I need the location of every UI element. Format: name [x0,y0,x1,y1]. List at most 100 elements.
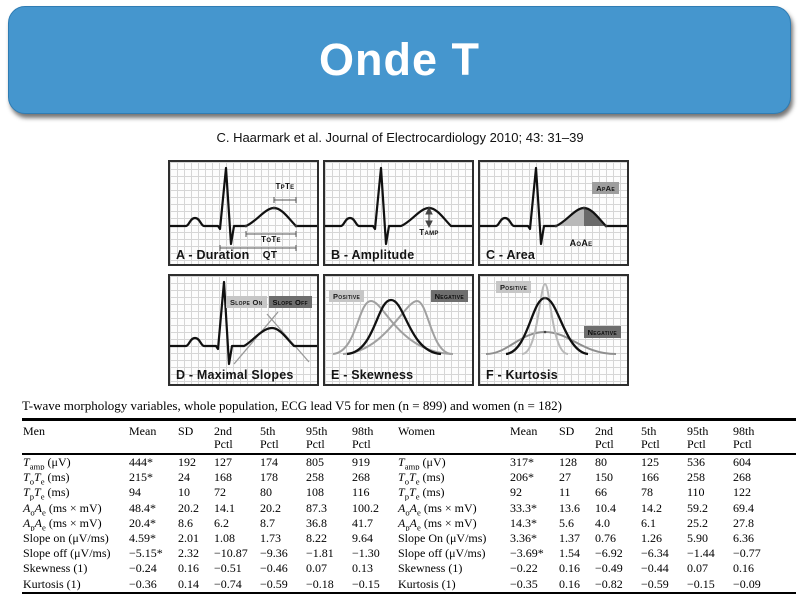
value-cell: 20.2 [260,500,281,515]
tpte-bracket [273,197,297,203]
value-cell: −10.87 [214,546,248,561]
value-cell: 317* [510,455,534,469]
row-label: ToTe (ms) [398,470,445,486]
value-cell: −0.82 [595,576,623,591]
value-cell: 72 [214,485,226,500]
table-row: AoAe (ms × mV) 48.4* 20.2 14.1 20.2 87.3 100.2… [22,501,796,516]
row-label: TpTe (ms) [398,485,445,501]
value-cell: 9.64 [352,531,373,546]
value-cell: 20.4* [129,515,156,530]
negative-chip: Negative [583,326,621,338]
value-cell: −1.81 [306,546,334,561]
symmetric-curve [346,298,442,356]
value-cell: 100.2 [352,500,379,515]
value-cell: 41.7 [352,515,373,530]
column-header: Mean [128,421,177,455]
qt-bracket [219,245,297,251]
value-cell: 78 [641,485,653,500]
value-cell: 8.22 [306,531,327,546]
ecg-amplitude-diagram [325,166,472,246]
skewness-curves-diagram [332,298,454,356]
value-cell: −0.59 [641,576,669,591]
row-label: TpTe (ms) [23,485,70,501]
value-cell: −0.51 [214,561,242,576]
normal-kurtosis-curve [505,296,589,356]
row-label: ApAe (ms × mV) [23,515,102,532]
value-cell: −0.77 [733,546,761,561]
value-cell: −0.22 [510,561,538,576]
peak-markers [543,296,547,334]
tote-label: ToTe [261,235,281,244]
value-cell: 14.1 [214,500,235,515]
ecg-trace [170,166,317,246]
column-header: SD [558,421,594,455]
morphology-table: Men Mean SD 2nd Pctl 5th Pctl 95th Pctl 98th P… [22,421,796,594]
value-cell: 1.37 [559,531,580,546]
panel-a-title: A - Duration [176,248,250,262]
value-cell: −1.44 [687,546,715,561]
value-cell: −0.46 [260,561,288,576]
value-cell: 0.76 [595,531,616,546]
value-cell: 3.36* [510,531,537,546]
value-cell: 127 [214,455,232,469]
table-header-row: Men Mean SD 2nd Pctl 5th Pctl 95th Pctl 98th P… [22,421,796,455]
row-label: AoAe (ms × mV) [398,500,477,516]
value-cell: 66 [595,485,607,500]
value-cell: 36.8 [306,515,327,530]
positive-kurtosis-curve [521,282,569,355]
value-cell: 94 [129,485,141,500]
slope-chips: Slope On Slope Off [226,296,312,308]
value-cell: −0.15 [352,576,380,591]
tamp-label: Tamp [419,228,439,237]
value-cell: 5.90 [687,531,708,546]
negative-skew-curve [342,299,452,355]
value-cell: 206* [510,470,534,485]
value-cell: −3.69* [510,546,544,561]
value-cell: 69.4 [733,500,754,515]
positive-chip: Positive [329,290,365,302]
t-peak-marker [427,206,431,210]
value-cell: 0.14 [178,576,199,591]
negative-chip: Negative [430,290,468,302]
value-cell: 444* [129,455,153,469]
morphology-table-section: T-wave morphology variables, whole popul… [22,398,796,594]
value-cell: −5.15* [129,546,163,561]
panel-b-title: B - Amplitude [331,248,415,262]
table-row: ApAe (ms × mV) 20.4* 8.6 6.2 8.7 36.8 41.7 ApAe… [22,516,796,531]
panel-b-amplitude: Tamp B - Amplitude [323,160,474,266]
row-label: Kurtosis (1) [23,576,81,591]
table-row: Slope off (μV/ms) −5.15* 2.32 −10.87 −9.36 −1… [22,546,796,561]
value-cell: −6.34 [641,546,669,561]
value-cell: −6.92 [595,546,623,561]
value-cell: 2.01 [178,531,199,546]
row-label: Slope off (μV/ms) [23,546,111,561]
value-cell: 125 [641,455,659,469]
value-cell: 258 [687,470,705,485]
value-cell: −9.36 [260,546,288,561]
tamp-arrow [425,206,433,229]
panel-c-area: ApAe AoAe C - Area [478,160,629,266]
column-header: 95th Pctl [305,421,351,455]
column-header: 2nd Pctl [594,421,640,455]
value-cell: −0.15 [687,576,715,591]
value-cell: 20.2 [178,500,199,515]
value-cell: 116 [352,485,370,500]
row-label: Slope off (μV/ms) [398,546,486,561]
value-cell: 4.0 [595,515,610,530]
value-cell: −0.49 [595,561,623,576]
value-cell: 14.2 [641,500,662,515]
t-wave-markers [244,206,298,228]
value-cell: 0.16 [559,576,580,591]
value-cell: 92 [510,485,522,500]
panel-c-title: C - Area [486,248,536,262]
value-cell: 14.3* [510,515,537,530]
value-cell: 268 [733,470,751,485]
positive-chip: Positive [496,281,532,293]
value-cell: 6.2 [214,515,229,530]
value-cell: 48.4* [129,500,156,515]
value-cell: 80 [595,455,607,469]
value-cell: 0.07 [306,561,327,576]
panel-d-title: D - Maximal Slopes [176,368,294,382]
value-cell: 536 [687,455,705,469]
